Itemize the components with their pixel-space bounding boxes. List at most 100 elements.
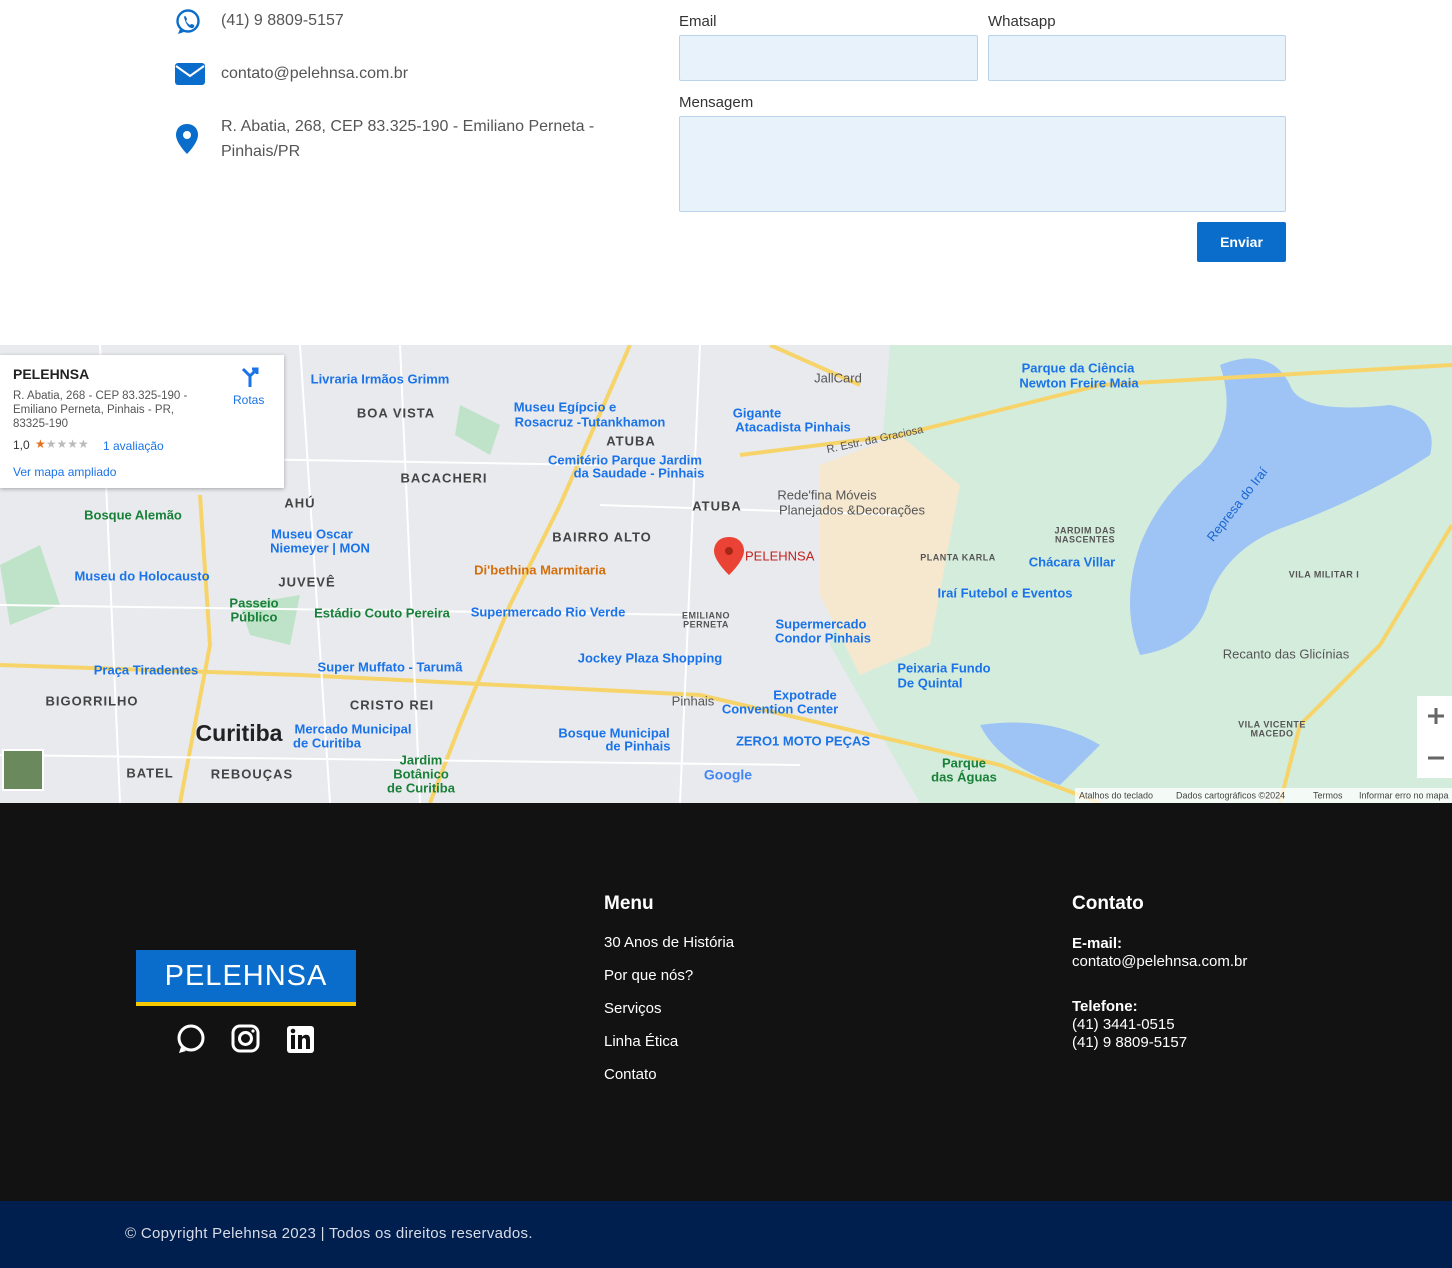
map-footer-link[interactable]: Termos xyxy=(1313,790,1343,800)
map-label: Público xyxy=(231,609,278,624)
map-label: Pinhais xyxy=(672,693,715,708)
map-label: JallCard xyxy=(814,370,862,385)
map-label: de Curitiba xyxy=(387,780,456,795)
map-label: Supermercado xyxy=(775,616,866,631)
map-label: BACACHERI xyxy=(401,470,488,485)
map-label: ZERO1 MOTO PEÇAS xyxy=(736,733,870,748)
submit-button[interactable]: Enviar xyxy=(1197,222,1286,262)
menu-link[interactable]: Por que nós? xyxy=(604,967,694,984)
copyright: © Copyright Pelehnsa 2023 | Todos os dir… xyxy=(125,1225,533,1242)
instagram-link[interactable] xyxy=(231,1024,260,1053)
map-marker[interactable] xyxy=(714,537,744,575)
whatsapp-input[interactable] xyxy=(988,35,1286,81)
satellite-toggle[interactable] xyxy=(2,749,44,791)
location-icon xyxy=(176,124,198,154)
card-address-line: Emiliano Perneta, Pinhais - PR, xyxy=(13,404,175,416)
linkedin-link[interactable] xyxy=(287,1026,314,1053)
map-label: Iraí Futebol e Eventos xyxy=(937,585,1072,600)
lake xyxy=(980,722,1100,785)
footer-logo[interactable]: PELEHNSA xyxy=(136,950,356,1006)
map-label: Parque da Ciência xyxy=(1022,360,1135,375)
contact-phone: (41) 9 8809-5157 xyxy=(221,12,344,29)
map-label: Recanto das Glicínias xyxy=(1223,646,1350,661)
bottom-bar: © Copyright Pelehnsa 2023 | Todos os dir… xyxy=(0,1201,1452,1268)
map-label: Atacadista Pinhais xyxy=(735,419,851,434)
map-label: Museu do Holocausto xyxy=(74,568,209,583)
footer: PELEHNSA Menu 30 Anos de História Por qu… xyxy=(0,803,1452,1201)
map[interactable]: Livraria Irmãos Grimm BOA VISTA Museu Egíp… xyxy=(0,345,1452,803)
map-footer-link[interactable]: Informar erro no mapa xyxy=(1359,790,1449,800)
map-label: Niemeyer | MON xyxy=(270,540,370,555)
marker-label: PELEHNSA xyxy=(745,548,815,563)
map-label: MACEDO xyxy=(1251,728,1294,738)
map-label: de Curitiba xyxy=(293,735,362,750)
map-label: ATUBA xyxy=(606,433,656,448)
map-label: AHÚ xyxy=(284,495,315,510)
map-label: Bosque Municipal xyxy=(558,725,669,740)
map-label: BIGORRILHO xyxy=(45,693,138,708)
map-label: Super Muffato - Tarumã xyxy=(318,659,464,674)
menu-title: Menu xyxy=(604,893,654,914)
whatsapp-icon xyxy=(176,9,200,34)
map-label: Convention Center xyxy=(722,701,838,716)
card-reviews[interactable]: 1 avaliação xyxy=(103,439,164,453)
map-label: VILA VICENTE xyxy=(1238,719,1306,729)
map-label: Rosacruz -Tutankhamon xyxy=(515,414,666,429)
map-label: Peixaria Fundo xyxy=(897,660,990,675)
zoom-icons xyxy=(1428,708,1444,760)
map-label: NASCENTES xyxy=(1055,534,1115,544)
map-label: Praça Tiradentes xyxy=(94,662,199,677)
social-icons xyxy=(177,1024,314,1053)
directions-icon[interactable] xyxy=(239,367,261,389)
map-label: JUVEVÊ xyxy=(278,574,335,589)
card-address-line: R. Abatia, 268 - CEP 83.325-190 - xyxy=(13,390,188,402)
footer-phone[interactable]: (41) 9 8809-5157 xyxy=(1072,1034,1188,1051)
map-label: Jardim xyxy=(400,752,443,767)
card-larger-map[interactable]: Ver mapa ampliado xyxy=(13,465,117,479)
map-label: BOA VISTA xyxy=(357,405,435,420)
card-stars: ★★★★★ xyxy=(35,437,89,451)
map-label: ATUBA xyxy=(692,498,742,513)
map-label: de Pinhais xyxy=(605,738,670,753)
map-label: Supermercado Rio Verde xyxy=(471,604,626,619)
map-label: JARDIM DAS xyxy=(1054,525,1115,535)
map-urban xyxy=(820,435,960,675)
form-label: Mensagem xyxy=(679,94,754,111)
map-label: Estádio Couto Pereira xyxy=(314,605,451,620)
map-label: EMILIANO xyxy=(682,610,730,620)
whatsapp-link[interactable] xyxy=(177,1024,205,1053)
phone-label: Telefone: xyxy=(1072,998,1138,1015)
map-label: Google xyxy=(704,767,752,783)
form-label: Email xyxy=(679,13,717,30)
map-label: REBOUÇAS xyxy=(211,766,293,781)
map-label: De Quintal xyxy=(897,675,962,690)
menu-link[interactable]: Serviços xyxy=(604,1000,662,1017)
map-footer-bg xyxy=(1075,788,1452,803)
menu-link[interactable]: Contato xyxy=(604,1066,657,1083)
streets xyxy=(0,345,901,803)
map-card: PELEHNSA R. Abatia, 268 - CEP 83.325-190… xyxy=(0,355,284,488)
map-label: das Águas xyxy=(931,769,997,784)
map-label: Bosque Alemão xyxy=(84,507,182,522)
map-label: Condor Pinhais xyxy=(775,630,871,645)
map-label: Mercado Municipal xyxy=(294,721,411,736)
map-label: CRISTO REI xyxy=(350,697,434,712)
map-label: Jockey Plaza Shopping xyxy=(578,650,723,665)
map-label: Planejados &Decorações xyxy=(779,502,925,517)
message-input[interactable] xyxy=(679,116,1286,212)
map-footer-link[interactable]: Atalhos do teclado xyxy=(1079,790,1153,800)
email-input[interactable] xyxy=(679,35,978,81)
card-directions[interactable]: Rotas xyxy=(233,393,265,407)
contact-address: R. Abatia, 268, CEP 83.325-190 - Emilian… xyxy=(221,118,595,160)
map-label: Gigante xyxy=(733,405,781,420)
menu-link[interactable]: Linha Ética xyxy=(604,1033,679,1050)
footer-phone[interactable]: (41) 3441-0515 xyxy=(1072,1016,1175,1033)
footer-email[interactable]: contato@pelehnsa.com.br xyxy=(1072,953,1248,970)
contact-email: contato@pelehnsa.com.br xyxy=(221,65,409,82)
menu-link[interactable]: 30 Anos de História xyxy=(604,934,735,951)
map-label: BAIRRO ALTO xyxy=(552,529,652,544)
map-footer-link[interactable]: Dados cartográficos ©2024 xyxy=(1176,790,1285,800)
roads xyxy=(0,345,1452,803)
map-label: Cemitério Parque Jardim xyxy=(548,452,702,467)
